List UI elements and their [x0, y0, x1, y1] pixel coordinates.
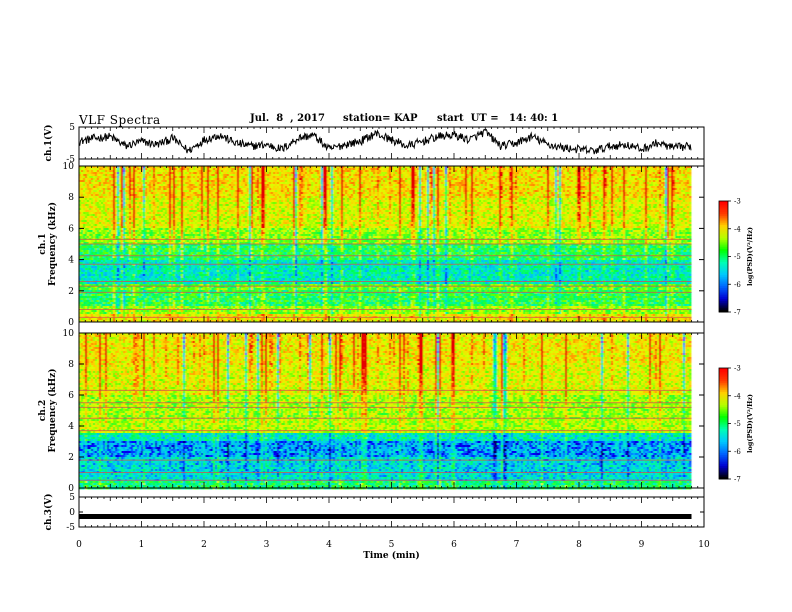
ch1-waveform-line	[78, 128, 692, 155]
ch2-freq-tick-label: 0	[68, 484, 74, 494]
ch2-colorbar-tick-label: -7	[734, 476, 741, 484]
time-tick-label: 0	[76, 540, 82, 550]
time-tick-label: 1	[139, 540, 145, 550]
ch1-freq-tick-label: 0	[68, 318, 74, 328]
ch3-ylabel: ch.3(V)	[43, 494, 54, 531]
time-tick-label: 9	[639, 540, 645, 550]
date-label: Jul. 8 , 2017	[250, 113, 325, 124]
time-tick-label: 5	[389, 540, 395, 550]
ch3-ytick-label: 5	[69, 493, 75, 503]
figure-title: VLF Spectra	[79, 113, 161, 127]
ch2-colorbar-tick-label: -5	[734, 420, 741, 428]
ch2-freq-ylabel: ch.2Frequency (kHz)	[38, 368, 58, 452]
ch1-colorbar-tick-label: -3	[734, 198, 741, 206]
ch1-ytick-label: 5	[69, 123, 75, 133]
ch2-freq-tick-label: 2	[68, 453, 74, 463]
ch1-spectrogram-colorbar	[719, 201, 728, 313]
time-tick-label: 7	[514, 540, 520, 550]
ch2-spectrogram-colorbar	[719, 368, 728, 480]
ch1-colorbar-tick-label: -4	[734, 225, 741, 233]
time-tick-label: 8	[576, 540, 582, 550]
time-tick-label: 6	[451, 540, 457, 550]
ch1-colorbar-label: log(PSD)(V²/Hz)	[746, 227, 754, 286]
ch1-ylabel: ch.1(V)	[43, 125, 54, 162]
station-label: station= KAP	[343, 113, 418, 124]
ch1-spectrogram-image	[79, 166, 692, 323]
ch1-colorbar-tick-label: -6	[734, 281, 741, 289]
ch2-colorbar-tick-label: -3	[734, 365, 741, 373]
ch1-freq-ylabel: ch.1Frequency (kHz)	[38, 202, 58, 286]
ch2-colorbar-tick-label: -6	[734, 448, 741, 456]
time-tick-label: 4	[326, 540, 332, 550]
ch2-freq-tick-label: 6	[68, 391, 74, 401]
ch1-colorbar-tick-label: -7	[734, 309, 741, 317]
ch2-spectrogram-image	[79, 333, 692, 490]
ch1-freq-tick-label: 10	[63, 162, 75, 172]
start-time-label: start UT = 14: 40: 1	[437, 113, 558, 124]
ch3-waveform-line	[79, 514, 692, 519]
ch1-freq-tick-label: 8	[68, 193, 74, 203]
ch1-freq-tick-label: 2	[68, 287, 74, 297]
ch3-ytick-label: 0	[69, 508, 75, 518]
ch1-freq-tick-label: 6	[68, 224, 74, 234]
ch1-freq-tick-label: 4	[68, 256, 74, 266]
ch2-colorbar-label: log(PSD)(V²/Hz)	[746, 394, 754, 453]
ch1-colorbar-tick-label: -5	[734, 253, 741, 261]
time-tick-label: 2	[201, 540, 207, 550]
ch2-colorbar-tick-label: -4	[734, 392, 741, 400]
ch3-ytick-label: -5	[66, 523, 75, 533]
ch2-freq-tick-label: 8	[68, 360, 74, 370]
time-tick-label: 3	[264, 540, 270, 550]
ch2-freq-tick-label: 4	[68, 422, 74, 432]
ch1-ytick-label: -5	[66, 155, 75, 165]
time-axis-label: Time (min)	[363, 550, 420, 561]
time-tick-label: 10	[698, 540, 710, 550]
ch2-freq-tick-label: 10	[63, 329, 75, 339]
